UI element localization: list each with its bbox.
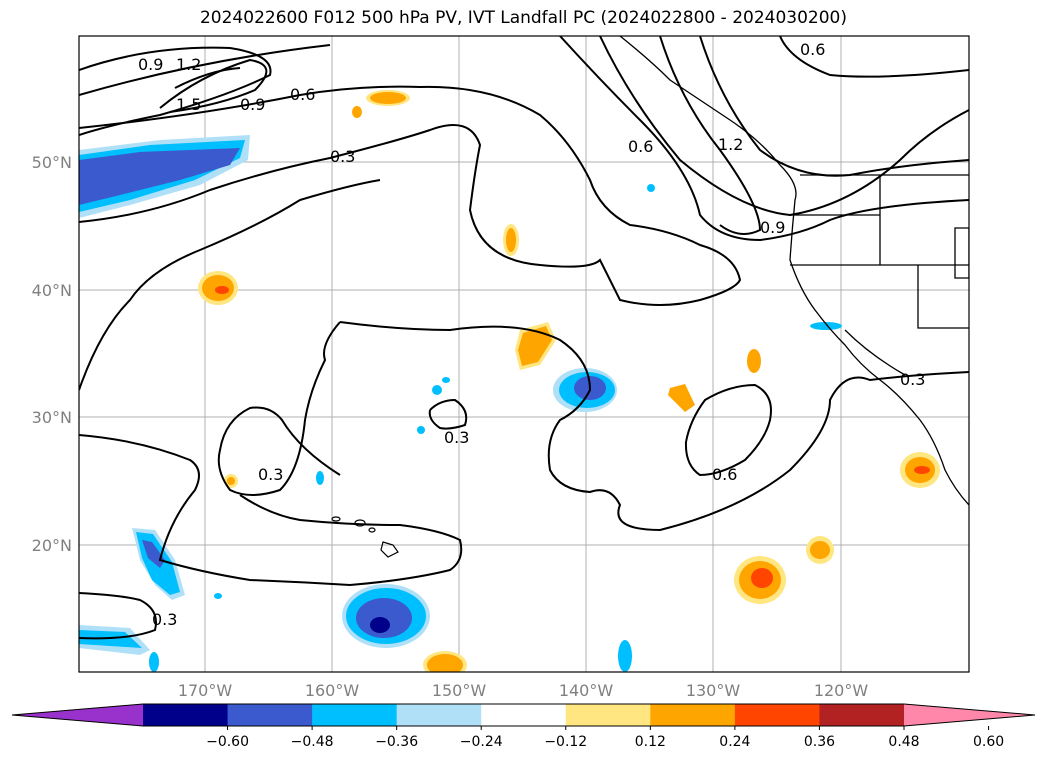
lon-label: 130°W <box>686 681 741 700</box>
colorbar-segment <box>734 704 820 726</box>
colorbar-tick-label: −0.24 <box>460 734 503 750</box>
pv-contours <box>79 36 969 640</box>
lat-label: 40°N <box>32 281 72 300</box>
lon-label: 170°W <box>178 681 233 700</box>
colorbar-outline <box>11 703 1036 727</box>
colorbar-tick-label: 0.24 <box>719 734 750 750</box>
contour-label: 0.3 <box>330 147 355 166</box>
colorbar-tick-label: −0.36 <box>375 734 418 750</box>
colorbar-segment <box>650 704 736 726</box>
contour-label: 0.3 <box>900 370 925 389</box>
contour-label: 0.6 <box>628 137 653 156</box>
colorbar-tick-label: −0.12 <box>544 734 587 750</box>
contour-label: 0.9 <box>138 55 163 74</box>
colorbar-segment <box>227 704 313 726</box>
colorbar-tick-label: 0.36 <box>804 734 835 750</box>
lon-label: 150°W <box>432 681 487 700</box>
contour-labels: 0.9 1.2 1.5 0.9 0.6 0.6 0.3 0.6 1.2 0.9 … <box>138 40 925 629</box>
lon-label: 160°W <box>305 681 360 700</box>
contour-label: 0.3 <box>444 428 469 447</box>
lat-label: 20°N <box>32 536 72 555</box>
lon-label: 140°W <box>559 681 614 700</box>
colorbar-extend-max <box>904 704 1035 726</box>
ivt-shading <box>79 90 940 672</box>
contour-label: 0.6 <box>712 465 737 484</box>
contour-label: 1.2 <box>176 55 201 74</box>
latitude-labels: 50°N 40°N 30°N 20°N <box>32 153 72 555</box>
contour-label: 0.3 <box>258 465 283 484</box>
colorbar-segment <box>143 704 229 726</box>
contour-label: 0.6 <box>800 40 825 59</box>
colorbar-tick-label: 0.12 <box>635 734 666 750</box>
colorbar-segment <box>396 704 482 726</box>
contour-label: 1.5 <box>176 95 201 114</box>
lat-label: 30°N <box>32 408 72 427</box>
colorbar-extend-min <box>12 704 143 726</box>
colorbar-segment <box>481 704 567 726</box>
contour-label: 0.6 <box>290 85 315 104</box>
contour-label: 0.9 <box>760 218 785 237</box>
colorbar-segment <box>312 704 398 726</box>
colorbar-tick-label: 0.48 <box>888 734 919 750</box>
colorbar-tick-label: −0.48 <box>291 734 334 750</box>
lon-label: 120°W <box>814 681 869 700</box>
coastlines <box>619 36 969 506</box>
colorbar-segment <box>565 704 651 726</box>
map-frame <box>78 35 970 673</box>
contour-label: 1.2 <box>718 135 743 154</box>
hawaii-islands <box>331 516 399 558</box>
contour-label: 0.3 <box>152 610 177 629</box>
colorbar-segment <box>819 704 905 726</box>
lat-label: 50°N <box>32 153 72 172</box>
longitude-labels: 170°W 160°W 150°W 140°W 130°W 120°W <box>178 681 869 700</box>
contour-label: 0.9 <box>240 95 265 114</box>
colorbar: −0.60 −0.48 −0.36 −0.24 −0.12 0.12 0.24 0.36 0.4… <box>11 703 1036 750</box>
colorbar-tick-label: −0.60 <box>206 734 249 750</box>
colorbar-tick-label: 0.60 <box>973 734 1004 750</box>
map-title: 2024022600 F012 500 hPa PV, IVT Landfall… <box>199 8 847 28</box>
